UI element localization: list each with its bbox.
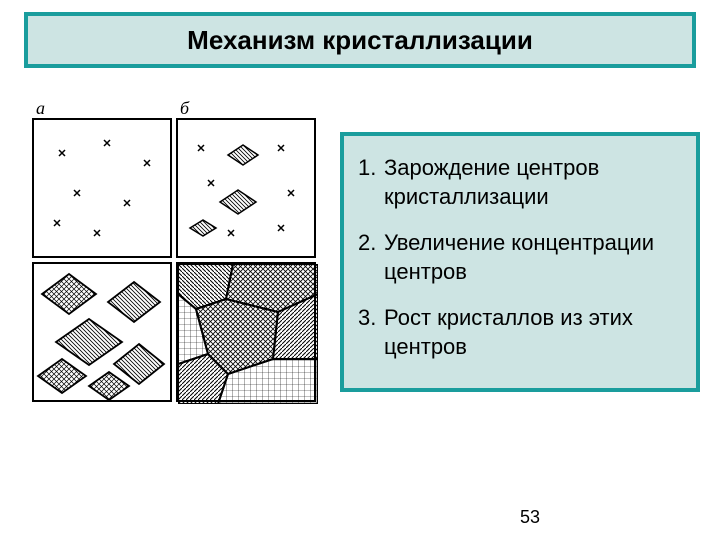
title-box: Механизм кристаллизации bbox=[24, 12, 696, 68]
crystallization-diagram: а б в г bbox=[24, 104, 324, 424]
text-panel: 1. Зарождение центров кристаллизации 2. … bbox=[340, 132, 700, 392]
list-text-2: Увеличение концентрации центров bbox=[384, 229, 682, 286]
diagram-panel-v bbox=[32, 262, 172, 402]
diagram-panel-b bbox=[176, 118, 316, 258]
list-num-1: 1. bbox=[358, 154, 384, 211]
list-item: 1. Зарождение центров кристаллизации bbox=[358, 154, 682, 211]
list-num-3: 3. bbox=[358, 304, 384, 361]
list-item: 3. Рост кристаллов из этих центров bbox=[358, 304, 682, 361]
panel-label-a: а bbox=[36, 98, 45, 119]
list-text-3: Рост кристаллов из этих центров bbox=[384, 304, 682, 361]
diagram-panel-g bbox=[176, 262, 316, 402]
diagram-panel-a bbox=[32, 118, 172, 258]
list-num-2: 2. bbox=[358, 229, 384, 286]
panel-label-b: б bbox=[180, 98, 189, 119]
page-title: Механизм кристаллизации bbox=[187, 25, 533, 56]
list-text-1: Зарождение центров кристаллизации bbox=[384, 154, 682, 211]
list-item: 2. Увеличение концентрации центров bbox=[358, 229, 682, 286]
page-number: 53 bbox=[520, 507, 540, 528]
